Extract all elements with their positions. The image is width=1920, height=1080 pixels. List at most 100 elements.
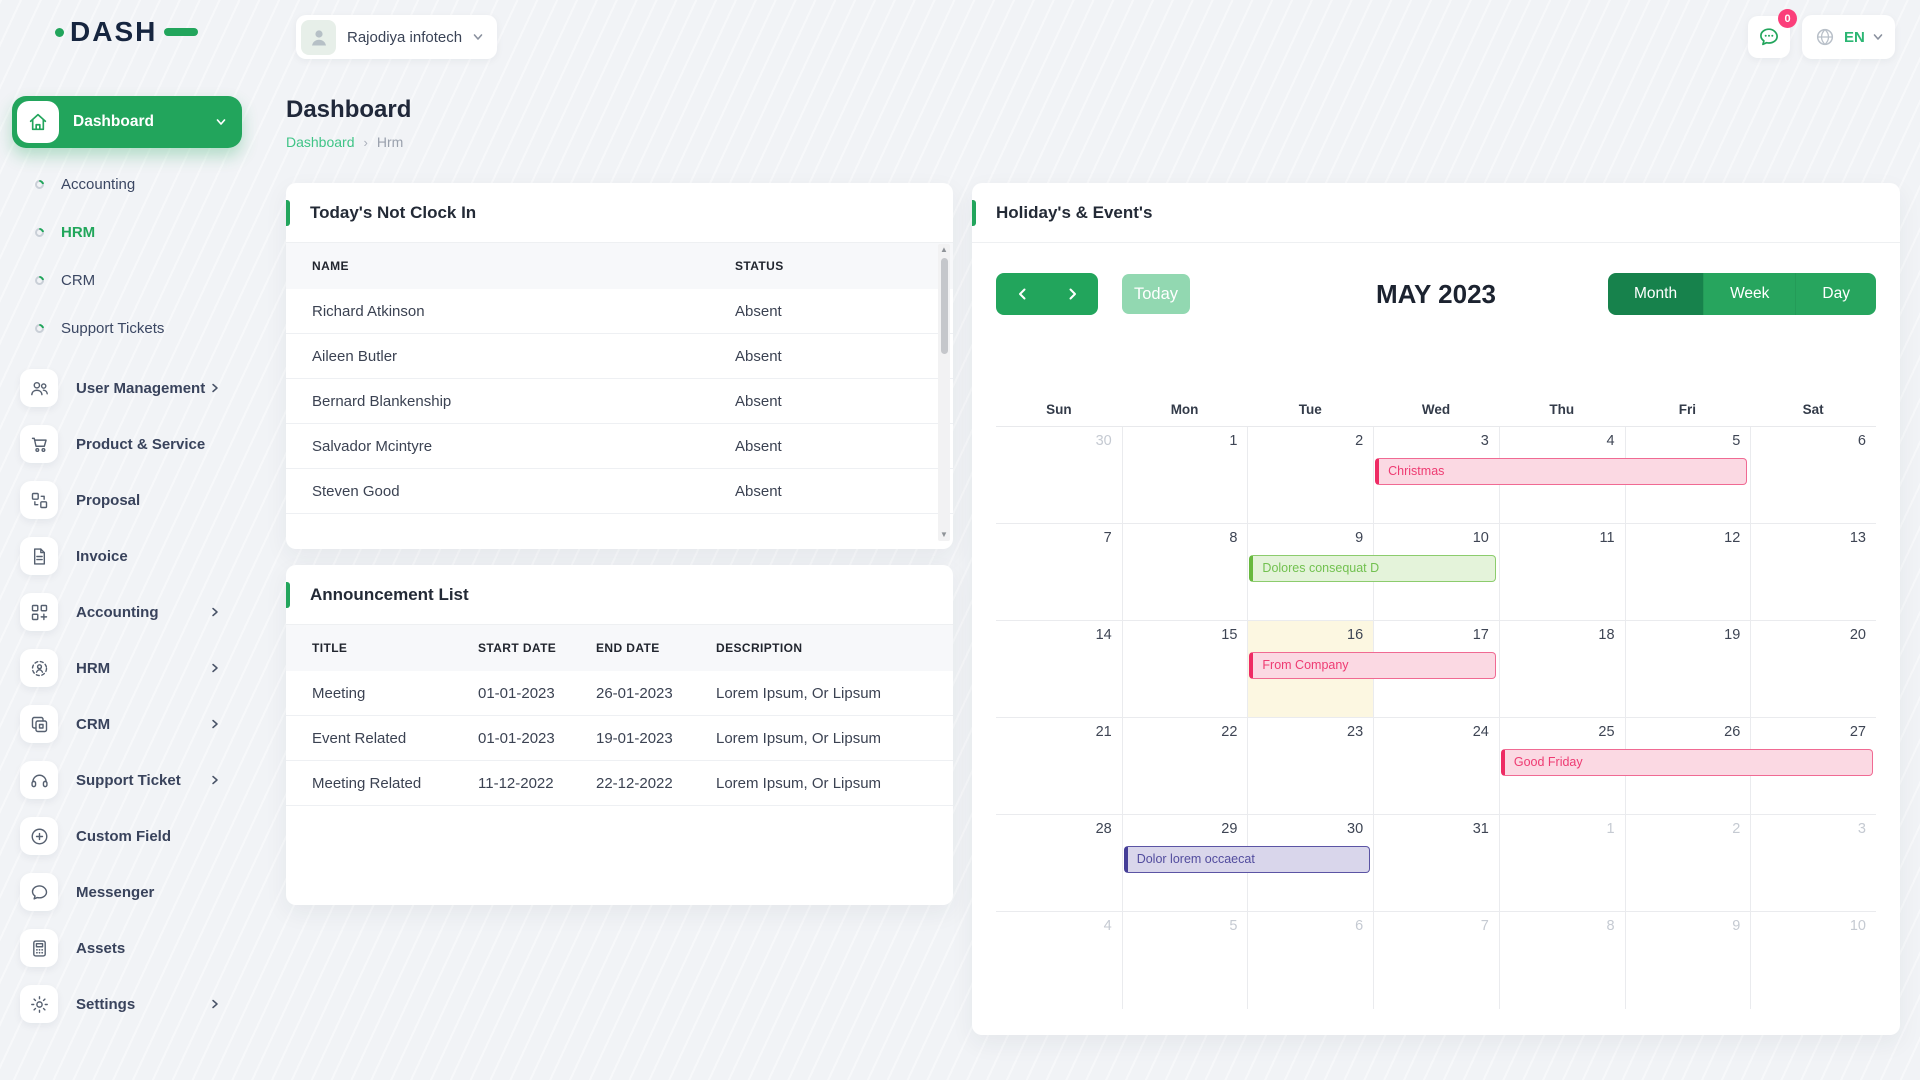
calendar-day-cell[interactable]: 10	[1750, 912, 1876, 1009]
bullet-icon	[33, 321, 46, 335]
day-number: 9	[1732, 918, 1741, 934]
calendar-day-cell[interactable]: 9	[1247, 524, 1373, 620]
day-number: 31	[1472, 821, 1489, 837]
sidebar-item-assets[interactable]: Assets	[0, 920, 252, 976]
logo-dash	[164, 28, 199, 36]
calendar-nav-group	[996, 273, 1098, 315]
calculator-icon	[20, 929, 58, 967]
calendar-day-cell[interactable]: 3	[1750, 815, 1876, 911]
calendar-event[interactable]: Christmas	[1375, 458, 1748, 485]
start-date: 01-01-2023	[478, 684, 555, 702]
calendar-day-cell[interactable]: 1	[1498, 815, 1625, 911]
day-of-week-label: Wed	[1421, 402, 1451, 417]
calendar-day-cell[interactable]: 4	[996, 912, 1122, 1009]
calendar-day-cell[interactable]: 6	[1247, 912, 1373, 1009]
prev-month-button[interactable]	[996, 273, 1047, 315]
calendar-day-cell[interactable]: 30	[996, 427, 1122, 523]
view-month-button[interactable]: Month	[1607, 273, 1704, 315]
calendar-day-cell[interactable]: 7	[1373, 912, 1499, 1009]
day-number: 10	[1849, 918, 1866, 934]
today-button[interactable]: Today	[1122, 274, 1190, 314]
sidebar-subitem-hrm[interactable]: HRM	[0, 208, 252, 256]
calendar-day-cell[interactable]: 5	[1121, 912, 1248, 1009]
app-logo[interactable]: DASH	[55, 16, 199, 48]
calendar-day-cell[interactable]: 31	[1373, 815, 1499, 911]
calendar-day-cell[interactable]: 7	[996, 524, 1122, 620]
chat-icon	[20, 873, 58, 911]
calendar-day-cell[interactable]: 24	[1373, 718, 1499, 814]
view-day-button[interactable]: Day	[1795, 273, 1876, 315]
sidebar-subitem-crm[interactable]: CRM	[0, 256, 252, 304]
calendar-day-cell[interactable]: 22	[1121, 718, 1248, 814]
scroll-down-icon[interactable]: ▼	[940, 530, 948, 539]
calendar-week-row: 28 29 30 31 1 2 3 Dolor lorem occaecat	[996, 815, 1876, 912]
sidebar-item-product-service[interactable]: Product & Service	[0, 416, 252, 472]
calendar-event[interactable]: Good Friday	[1500, 749, 1873, 776]
scrollbar-thumb[interactable]	[940, 258, 948, 354]
calendar-day-cell[interactable]: 11	[1498, 524, 1625, 620]
bullet-icon	[33, 225, 46, 239]
day-number: 1	[1606, 821, 1615, 837]
language-dropdown[interactable]: EN	[1802, 15, 1895, 59]
view-week-button[interactable]: Week	[1703, 273, 1796, 315]
calendar-event[interactable]: Dolor lorem occaecat	[1123, 846, 1371, 873]
calendar-day-cell[interactable]: 15	[1121, 621, 1248, 717]
calendar-day-cell[interactable]: 1	[1121, 427, 1248, 523]
calendar-day-cell[interactable]: 13	[1750, 524, 1876, 620]
calendar-day-cell[interactable]: 9	[1624, 912, 1751, 1009]
employee-name: Aileen Butler	[312, 347, 398, 365]
description: Lorem Ipsum, Or Lipsum	[716, 774, 882, 792]
calendar-day-cell[interactable]: 25	[1498, 718, 1625, 814]
calendar-day-cell[interactable]: 29	[1121, 815, 1248, 911]
messages-button[interactable]: 0	[1748, 9, 1797, 58]
chevron-right-icon	[212, 663, 218, 673]
calendar-day-cell[interactable]: 20	[1750, 621, 1876, 717]
employee-name: Bernard Blankenship	[312, 392, 452, 410]
calendar-day-cell[interactable]: 8	[1498, 912, 1625, 1009]
calendar-day-cell[interactable]: 18	[1498, 621, 1625, 717]
sidebar-item-crm[interactable]: CRM	[0, 696, 252, 752]
day-number: 24	[1472, 724, 1489, 740]
sidebar-item-custom-field[interactable]: Custom Field	[0, 808, 252, 864]
scroll-up-icon[interactable]: ▲	[940, 245, 948, 254]
chevron-right-icon	[1069, 288, 1076, 300]
calendar-event[interactable]: From Company	[1249, 652, 1496, 679]
globe-icon	[1816, 28, 1834, 46]
home-icon	[17, 101, 59, 143]
sidebar-item-invoice[interactable]: Invoice	[0, 528, 252, 584]
table-scrollbar[interactable]: ▲ ▼	[938, 244, 950, 541]
sidebar-subitem-accounting[interactable]: Accounting	[0, 160, 252, 208]
calendar-day-cell[interactable]: 21	[996, 718, 1122, 814]
calendar-day-cell[interactable]: 2	[1624, 815, 1751, 911]
next-month-button[interactable]	[1047, 273, 1098, 315]
sidebar-item-user-management[interactable]: User Management	[0, 360, 252, 416]
calendar-day-cell[interactable]: 28	[996, 815, 1122, 911]
announcement-title: Event Related	[312, 729, 407, 747]
calendar-day-cell[interactable]: 8	[1121, 524, 1248, 620]
calendar-day-cell[interactable]: 19	[1624, 621, 1751, 717]
chevron-down-icon	[1873, 34, 1883, 40]
sidebar-item-hrm[interactable]: HRM	[0, 640, 252, 696]
sidebar-item-support-ticket[interactable]: Support Ticket	[0, 752, 252, 808]
page-title: Dashboard	[286, 96, 412, 123]
sidebar-item-settings[interactable]: Settings	[0, 976, 252, 1032]
headset-icon	[20, 761, 58, 799]
sidebar-item-dashboard[interactable]: Dashboard	[12, 96, 242, 148]
calendar-event[interactable]: Dolores consequat D	[1249, 555, 1496, 582]
company-dropdown[interactable]: Rajodiya infotech	[296, 15, 498, 59]
calendar-day-cell[interactable]: 2	[1247, 427, 1373, 523]
column-header: DESCRIPTION	[716, 641, 803, 655]
sidebar-item-accounting[interactable]: Accounting	[0, 584, 252, 640]
sidebar-item-messenger[interactable]: Messenger	[0, 864, 252, 920]
calendar-day-cell[interactable]: 14	[996, 621, 1122, 717]
breadcrumb-dashboard-link[interactable]: Dashboard	[286, 134, 355, 150]
sidebar-item-proposal[interactable]: Proposal	[0, 472, 252, 528]
sidebar-subitem-support-tickets[interactable]: Support Tickets	[0, 304, 252, 352]
calendar-day-cell[interactable]: 3	[1373, 427, 1499, 523]
company-name: Rajodiya infotech	[347, 28, 463, 46]
calendar-day-cell[interactable]: 23	[1247, 718, 1373, 814]
calendar-day-cell[interactable]: 6	[1750, 427, 1876, 523]
calendar-day-cell[interactable]: 12	[1624, 524, 1751, 620]
table-row: Bernard Blankenship Absent	[286, 379, 953, 424]
day-number: 27	[1849, 724, 1866, 740]
